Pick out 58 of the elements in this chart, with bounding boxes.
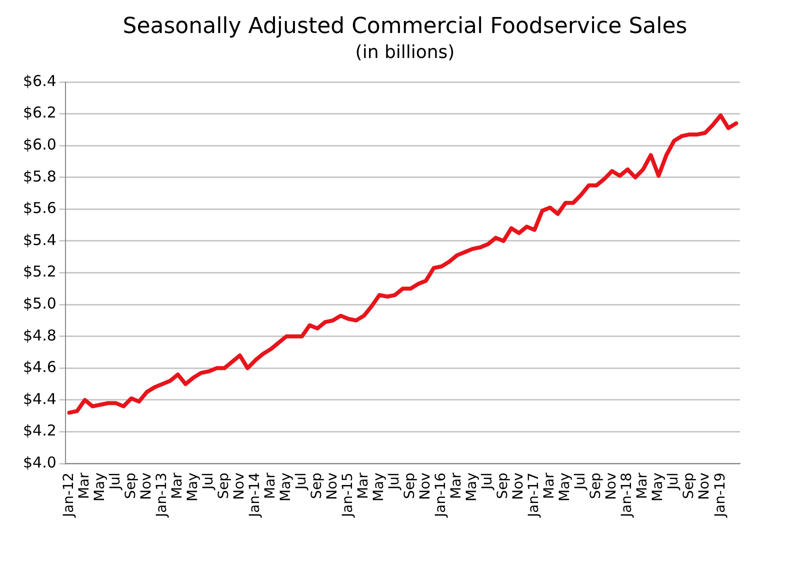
y-tick-label: $5.8 — [22, 167, 56, 186]
x-tick-label: Mar — [169, 472, 186, 499]
x-tick-label: Sep — [495, 472, 512, 499]
y-tick-label: $5.4 — [22, 230, 56, 249]
x-tick-label: Jan-12 — [60, 472, 77, 518]
x-tick-label: Sep — [122, 472, 139, 499]
x-tick-label: Jan-19 — [712, 472, 728, 518]
y-tick-label: $4.6 — [22, 358, 56, 376]
x-tick-label: Jan-18 — [619, 472, 636, 518]
x-tick-label: May — [464, 472, 480, 502]
x-tick-label: Mar — [356, 472, 372, 499]
x-tick-label: Sep — [309, 472, 326, 499]
y-tick-label: $5.6 — [22, 199, 56, 218]
x-tick-label: Jul — [666, 472, 682, 490]
x-tick-label: Jan-16 — [433, 472, 450, 518]
x-tick-label: Mar — [76, 472, 92, 499]
x-tick-label: Sep — [588, 472, 604, 499]
y-tick-label: $4.0 — [22, 453, 56, 472]
x-tick-label: Nov — [138, 472, 154, 500]
x-tick-label: May — [184, 472, 201, 502]
x-tick-label: Jul — [572, 472, 589, 490]
y-tick-label: $6.2 — [22, 104, 56, 122]
x-tick-label: Jan-15 — [340, 472, 356, 518]
y-tick-label: $6.4 — [22, 72, 56, 90]
x-tick-label: Sep — [216, 472, 232, 499]
x-tick-label: Sep — [681, 472, 698, 499]
x-tick-label: Jul — [294, 472, 310, 490]
x-tick-label: May — [92, 472, 108, 502]
x-tick-label: Jan-17 — [526, 472, 542, 518]
chart-title: Seasonally Adjusted Commercial Foodservice Sales — [122, 14, 688, 39]
x-tick-label: Jan-14 — [247, 472, 264, 518]
x-tick-label: Nov — [418, 472, 434, 500]
y-tick-label: $5.2 — [22, 262, 56, 281]
x-tick-label: May — [557, 472, 574, 502]
y-tick-label: $4.8 — [22, 326, 56, 344]
chart-subtitle: (in billions) — [354, 42, 456, 63]
x-tick-label: May — [650, 472, 666, 502]
y-tick-label: $4.4 — [22, 390, 56, 408]
x-tick-label: Jul — [200, 472, 216, 490]
x-tick-label: Mar — [262, 472, 279, 499]
x-tick-label: Nov — [232, 472, 248, 500]
x-tick-label: Jul — [107, 472, 124, 490]
y-tick-label: $6.0 — [22, 135, 56, 154]
x-tick-label: Nov — [324, 472, 341, 500]
y-tick-label: $5.0 — [22, 294, 56, 312]
x-tick-label: Nov — [604, 472, 620, 500]
x-tick-label: Mar — [448, 472, 465, 499]
x-tick-label: Nov — [696, 472, 713, 500]
x-tick-label: Jul — [386, 472, 403, 490]
y-tick-label: $4.2 — [22, 422, 56, 440]
x-tick-label: Sep — [402, 472, 418, 499]
x-tick-label: Mar — [542, 472, 558, 499]
x-tick-label: May — [371, 472, 388, 502]
x-tick-label: Jul — [480, 472, 496, 490]
x-tick-label: Nov — [510, 472, 527, 500]
x-tick-label: Jan-13 — [154, 472, 170, 518]
x-tick-label: May — [278, 472, 294, 502]
x-tick-label: Mar — [634, 472, 651, 499]
